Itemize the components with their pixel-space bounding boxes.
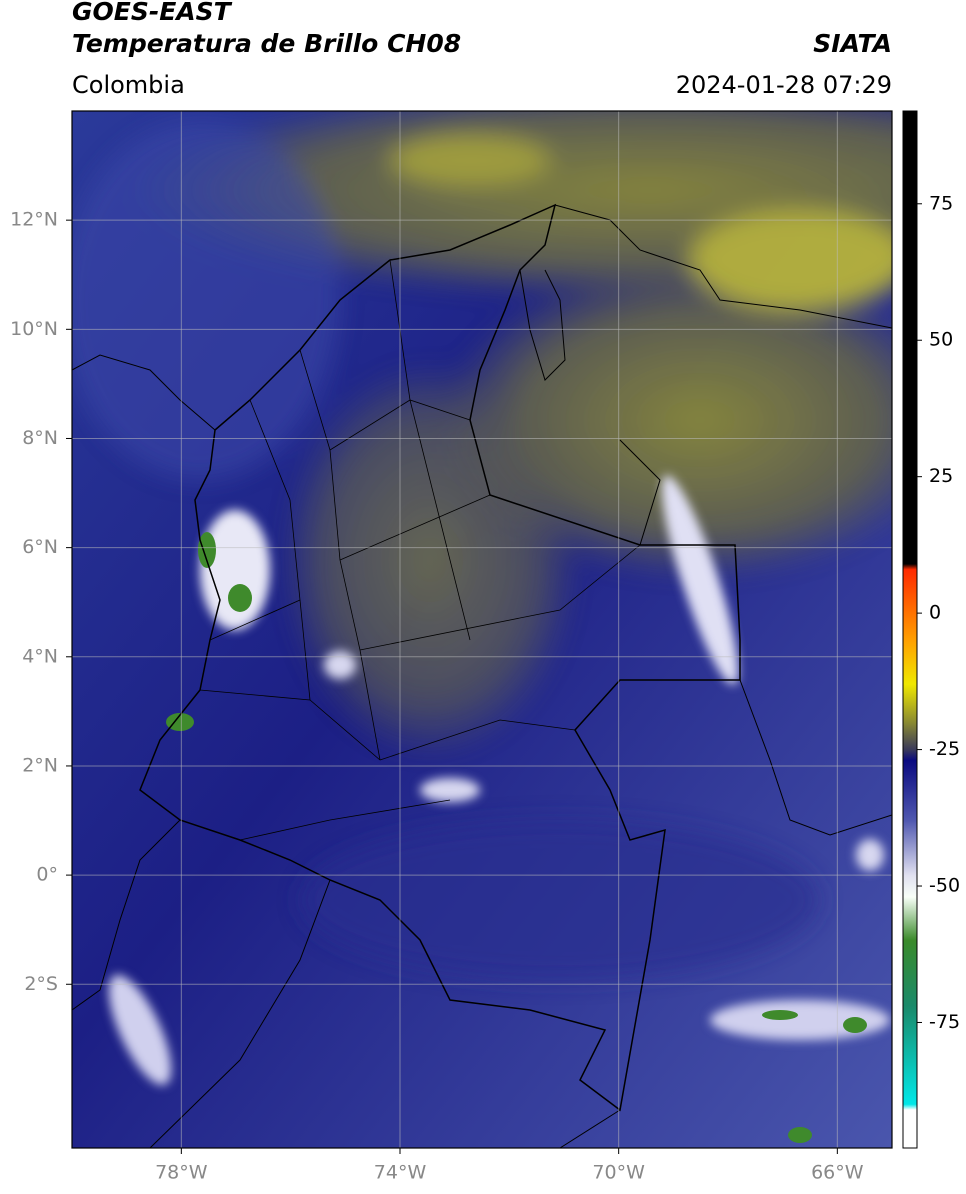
colorbar-tick-label: -75 [929,1011,960,1033]
colorbar-tick-label: -50 [929,875,960,897]
y-tick-label: 12°N [10,209,58,231]
source: SIATA [813,29,892,58]
graticule [72,111,892,1148]
y-tick-label: 6°N [22,536,58,558]
region: Colombia [72,71,185,99]
y-tick-label: 0° [36,864,58,886]
colorbar-tick-label: 25 [929,465,953,487]
subtitle: Temperatura de Brillo CH08 [72,29,461,58]
title: GOES-EAST [72,0,233,26]
y-tick-label: 10°N [10,318,58,340]
y-tick-label: 4°N [22,645,58,667]
colorbar-tick-label: 75 [929,192,953,214]
colorbar [902,110,918,1149]
colorbar-tick-label: 0 [929,602,941,624]
colorbar-tick-label: -25 [929,738,960,760]
x-tick-label: 78°W [155,1162,208,1184]
x-tick-label: 66°W [811,1162,864,1184]
colorbar-tick-label: 50 [929,329,953,351]
satellite-image [72,111,892,1148]
y-tick-label: 8°N [22,427,58,449]
x-tick-label: 74°W [374,1162,427,1184]
map-frame [71,110,893,1149]
datetime: 2024-01-28 07:29 [676,71,892,99]
x-tick-label: 70°W [592,1162,645,1184]
cold-cloud-tops [166,532,867,1143]
y-tick-label: 2°N [22,754,58,776]
y-tick-label: 2°S [24,973,58,995]
